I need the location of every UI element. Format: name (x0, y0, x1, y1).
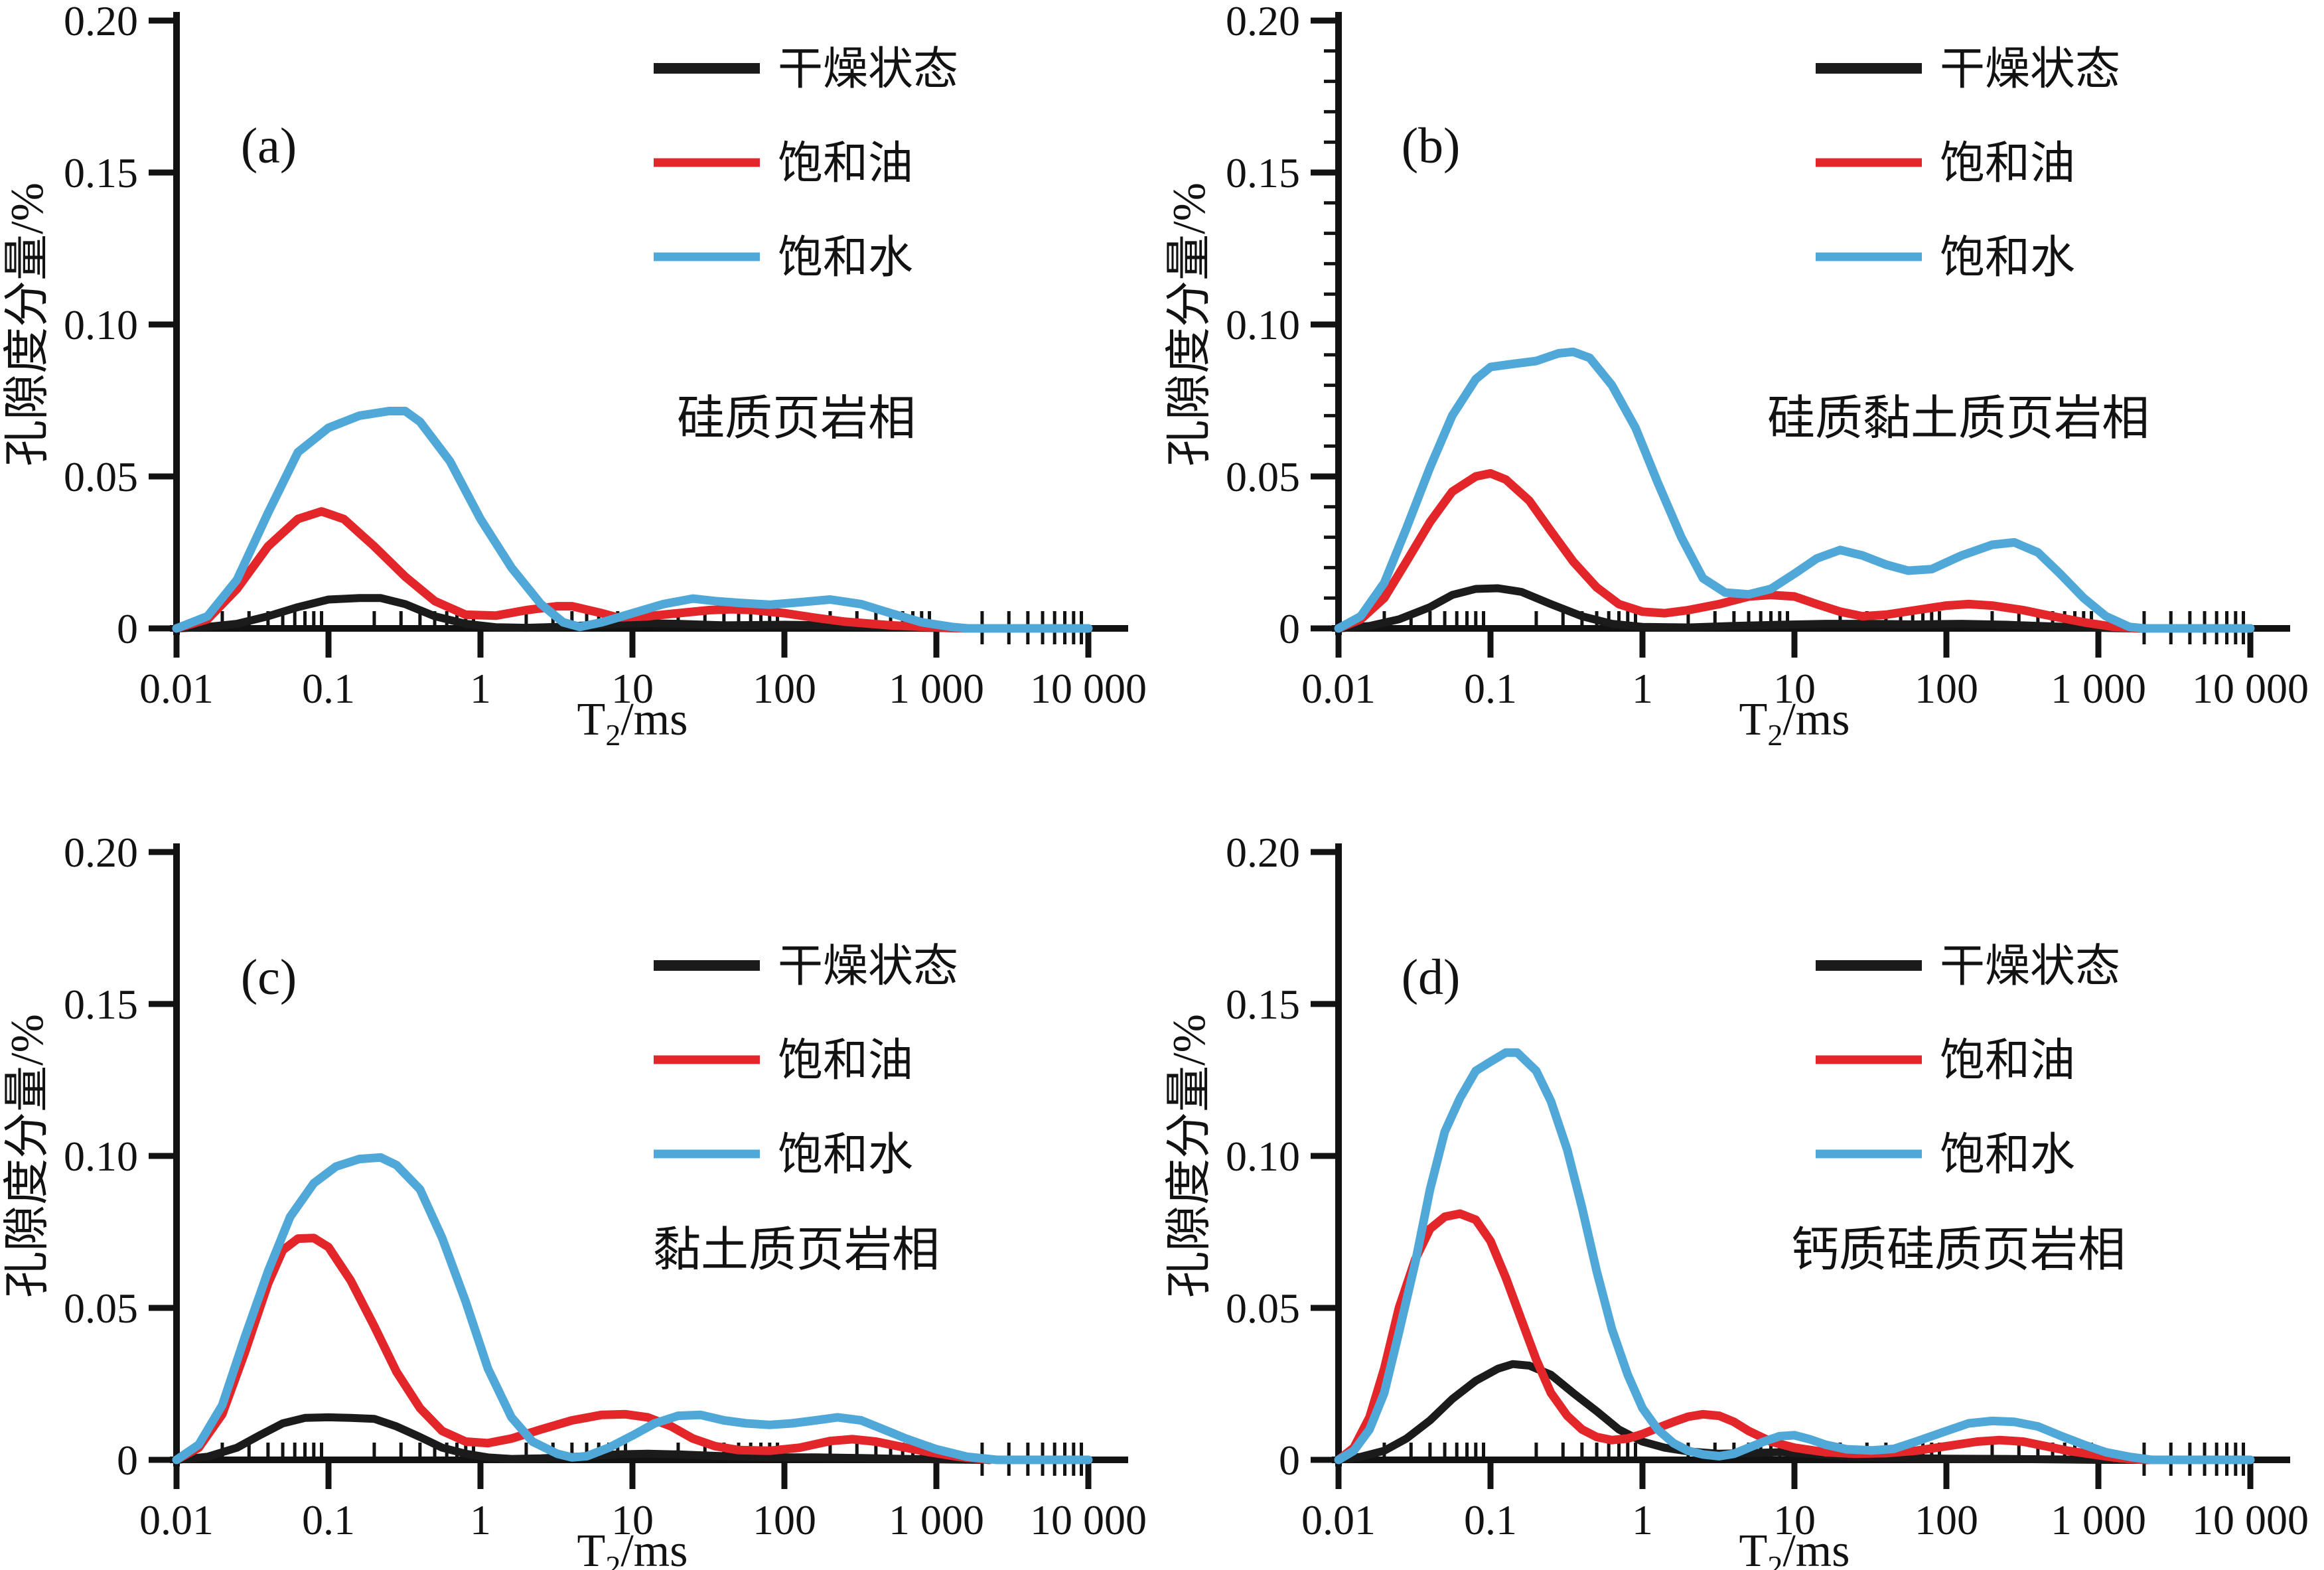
y-axis-title: 孔隙度分量/% (1164, 182, 1215, 466)
x-tick-label: 100 (753, 1496, 816, 1543)
x-tick-label: 10 000 (2192, 665, 2309, 712)
x-tick-label: 10 (1773, 665, 1816, 712)
legend-label-dry: 干燥状态 (778, 44, 958, 94)
panel-label: (d) (1402, 950, 1461, 1005)
x-axis-title: T2/ms (1739, 1526, 1850, 1570)
y-tick-label: 0.05 (1226, 453, 1300, 500)
x-tick-label: 100 (1915, 665, 1978, 712)
x-tick-label: 1 000 (889, 1496, 984, 1543)
x-tick-label: 0.01 (1301, 1496, 1376, 1543)
x-axis-title: T2/ms (1739, 694, 1850, 752)
y-axis-title: 孔隙度分量/% (2, 182, 53, 466)
legend-label-oil: 饱和油 (778, 138, 913, 188)
x-tick-label: 0.01 (1301, 665, 1376, 712)
x-tick-label: 10 000 (1030, 1496, 1147, 1543)
y-tick-label: 0 (1279, 605, 1300, 652)
x-tick-label: 0.1 (1464, 1496, 1517, 1543)
legend-label-water: 饱和水 (778, 232, 913, 283)
facies-title: 硅质黏土质页岩相 (1767, 392, 2149, 445)
legend-label-oil: 饱和油 (778, 1035, 913, 1086)
x-tick-label: 0.1 (302, 665, 355, 712)
x-tick-label: 0.01 (139, 665, 214, 712)
x-tick-label: 0.1 (1464, 665, 1517, 712)
y-tick-label: 0 (1279, 1437, 1300, 1484)
x-tick-label: 10 (1773, 1496, 1816, 1543)
series-oil (172, 1234, 994, 1464)
y-tick-label: 0.05 (64, 453, 138, 500)
x-tick-label: 10 000 (1030, 665, 1147, 712)
y-tick-label: 0.10 (1226, 1133, 1300, 1180)
y-tick-label: 0.10 (64, 1133, 138, 1180)
y-tick-label: 0.05 (1226, 1285, 1300, 1332)
x-tick-label: 1 (1632, 1496, 1653, 1543)
y-axis-title: 孔隙度分量/% (2, 1014, 53, 1298)
x-tick-label: 100 (753, 665, 816, 712)
legend-label-dry: 干燥状态 (778, 941, 958, 991)
legend-label-dry: 干燥状态 (1940, 941, 2120, 991)
chart-panel-c: 0 0.05 0.10 0.15 0.20 0.01 0.1 1 10 100 1 000 10 00… (2, 829, 1147, 1570)
x-tick-label: 1 000 (889, 665, 984, 712)
y-tick-label: 0.20 (64, 0, 138, 44)
y-axis-title: 孔隙度分量/% (1164, 1014, 1215, 1298)
chart-panel-d: 0 0.05 0.10 0.15 0.20 0.01 0.1 1 10 100 1 000 10 00… (1164, 829, 2309, 1570)
x-axis-title: T2/ms (577, 694, 688, 752)
x-tick-label: 0.01 (139, 1496, 214, 1543)
y-tick-label: 0.20 (64, 829, 138, 876)
facies-title: 硅质页岩相 (677, 392, 916, 445)
chart-panel-a: 0 0.05 0.10 0.15 0.20 0.01 0.1 1 10 100 1 000 10 00… (2, 0, 1147, 752)
x-tick-label: 10 000 (2192, 1496, 2309, 1543)
legend-label-water: 饱和水 (1940, 1129, 2075, 1180)
x-tick-label: 10 (611, 665, 654, 712)
series-dry (173, 594, 972, 632)
y-tick-label: 0.10 (1226, 301, 1300, 348)
x-tick-label: 100 (1915, 1496, 1978, 1543)
y-tick-label: 0.20 (1226, 829, 1300, 876)
legend-label-dry: 干燥状态 (1940, 44, 2120, 94)
y-tick-label: 0 (117, 1437, 138, 1484)
series-oil (1334, 468, 2255, 633)
y-tick-label: 0.15 (64, 981, 138, 1028)
facies-title: 黏土质页岩相 (653, 1224, 940, 1277)
legend-label-water: 饱和水 (1940, 232, 2075, 283)
series-water (172, 407, 1093, 633)
x-tick-label: 1 000 (2051, 665, 2146, 712)
legend-label-oil: 饱和油 (1940, 1035, 2075, 1086)
series-water (172, 1153, 1093, 1464)
x-tick-label: 10 (611, 1496, 654, 1543)
legend-label-water: 饱和水 (778, 1129, 913, 1180)
y-tick-label: 0.15 (1226, 981, 1300, 1028)
y-tick-label: 0.15 (64, 149, 138, 196)
series-oil (172, 507, 972, 633)
y-tick-label: 0.05 (64, 1285, 138, 1332)
series-dry (1335, 584, 2134, 632)
y-tick-label: 0.15 (1226, 149, 1300, 196)
series-dry (173, 1413, 986, 1464)
series-water (1334, 1048, 2255, 1464)
panel-label: (b) (1402, 118, 1461, 174)
facies-title: 钙质硅质页岩相 (1791, 1224, 2126, 1277)
panel-label: (c) (241, 950, 297, 1005)
series-water (1334, 347, 2255, 633)
x-tick-label: 1 (470, 1496, 491, 1543)
series-oil (1334, 1209, 2255, 1464)
x-tick-label: 1 000 (2051, 1496, 2146, 1543)
x-tick-label: 1 (470, 665, 491, 712)
panel-label: (a) (241, 118, 297, 174)
y-tick-label: 0.20 (1226, 0, 1300, 44)
x-axis-title: T2/ms (577, 1526, 688, 1570)
chart-panel-b: 0 0.05 0.10 0.15 0.20 0.01 0.1 1 10 100 1 000 10 00… (1164, 0, 2309, 752)
y-tick-label: 0.10 (64, 301, 138, 348)
x-tick-label: 1 (1632, 665, 1653, 712)
x-tick-label: 0.1 (302, 1496, 355, 1543)
y-tick-label: 0 (117, 605, 138, 652)
legend-label-oil: 饱和油 (1940, 138, 2075, 188)
